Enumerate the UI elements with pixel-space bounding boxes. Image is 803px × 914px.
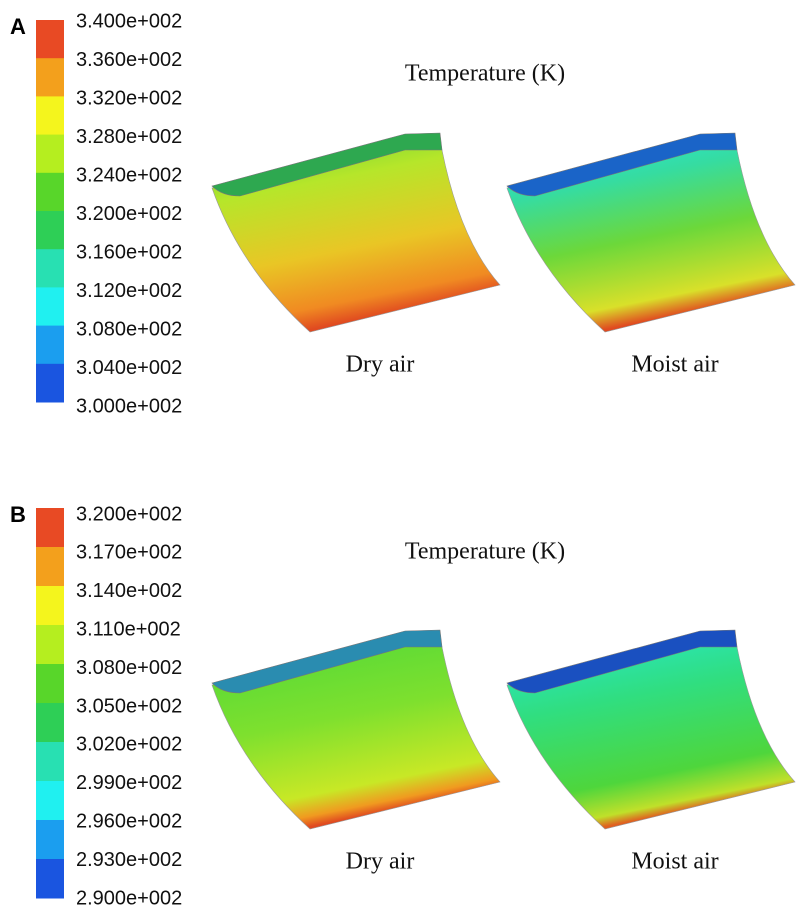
sheet-surface (507, 140, 795, 332)
colorbar-label: 3.320e+002 (76, 87, 182, 109)
contour-sheet (507, 630, 795, 829)
colorbar-segment (36, 859, 64, 899)
panel-title: Temperature (K) (405, 61, 565, 87)
colorbar-label: 3.080e+002 (76, 318, 182, 340)
panel-label: A (10, 14, 26, 39)
colorbar-label: 3.200e+002 (76, 503, 182, 525)
colorbar-segment (36, 135, 64, 174)
colorbar-segment (36, 58, 64, 97)
caption: Moist air (631, 352, 718, 378)
colorbar-label: 3.080e+002 (76, 657, 182, 679)
colorbar-segment (36, 96, 64, 135)
colorbar-label: 2.990e+002 (76, 772, 182, 794)
contour-sheet (212, 133, 500, 332)
colorbar-segment (36, 586, 64, 626)
colorbar-segment (36, 249, 64, 288)
caption: Moist air (631, 849, 718, 875)
colorbar-segment (36, 742, 64, 782)
colorbar-label: 3.170e+002 (76, 542, 182, 564)
sheet-surface (212, 140, 500, 332)
figure: A 3.400e+002 3.360e+002 3.320e+002 3.280e+00… (0, 0, 803, 914)
caption: Dry air (346, 352, 415, 378)
colorbar-label: 3.140e+002 (76, 580, 182, 602)
colorbar-label: 3.000e+002 (76, 395, 182, 417)
colorbar-segment (36, 781, 64, 821)
colorbar-label: 3.160e+002 (76, 241, 182, 263)
colorbar-label: 2.930e+002 (76, 849, 182, 871)
contour-sheet (212, 630, 500, 829)
colorbar-segment (36, 326, 64, 365)
sheet-surface (507, 637, 795, 829)
colorbar-segment (36, 211, 64, 250)
colorbar-segment (36, 820, 64, 860)
colorbar-label: 3.120e+002 (76, 280, 182, 302)
panel-label: B (10, 502, 26, 527)
colorbar-label: 3.110e+002 (76, 618, 181, 640)
colorbar-label: 3.280e+002 (76, 126, 182, 148)
colorbar-label: 3.400e+002 (76, 10, 182, 32)
colorbar-label: 2.900e+002 (76, 887, 182, 909)
colorbar-segment (36, 173, 64, 212)
colorbar-label: 3.240e+002 (76, 164, 182, 186)
colorbar-segment (36, 287, 64, 326)
colorbar-segment (36, 20, 64, 59)
colorbar-label: 3.040e+002 (76, 357, 182, 379)
colorbar-segment (36, 625, 64, 665)
colorbar-label: 3.050e+002 (76, 695, 182, 717)
colorbar-label: 3.360e+002 (76, 49, 182, 71)
colorbar-segment (36, 508, 64, 548)
colorbar-label: 3.020e+002 (76, 734, 182, 756)
colorbar-label: 2.960e+002 (76, 810, 182, 832)
colorbar-segment (36, 664, 64, 704)
caption: Dry air (346, 849, 415, 875)
colorbar-segment (36, 703, 64, 743)
colorbar-segment (36, 364, 64, 403)
panel-title: Temperature (K) (405, 539, 565, 565)
colorbar-label: 3.200e+002 (76, 203, 182, 225)
colorbar-segment (36, 547, 64, 587)
contour-sheet (507, 133, 795, 332)
sheet-surface (212, 637, 500, 829)
